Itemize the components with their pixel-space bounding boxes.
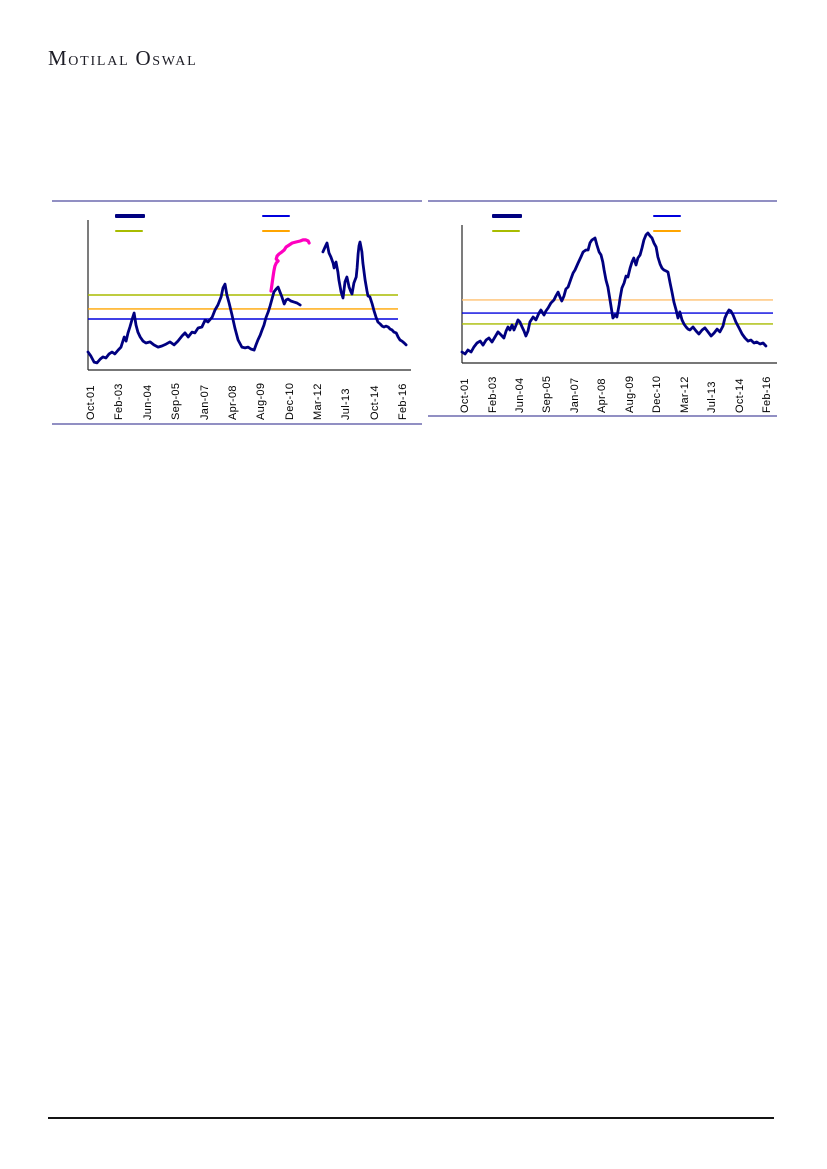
chart-plot-area xyxy=(460,225,777,364)
chart-plot-area xyxy=(86,220,411,371)
primary-line-path xyxy=(321,240,408,347)
x-tick-label: Mar-12 xyxy=(678,376,691,413)
chart-bottom-rule xyxy=(52,423,422,425)
chart-top-rule xyxy=(52,200,422,202)
x-tick-label: Sep-05 xyxy=(170,382,183,420)
legend-swatch-navy xyxy=(492,214,522,218)
legend-swatch-navy xyxy=(115,214,145,218)
brand-logo: MOTILAL OSWAL xyxy=(48,46,198,71)
logo-text-initial: O xyxy=(135,46,153,70)
footer-rule xyxy=(48,1117,774,1119)
primary-line-path xyxy=(86,282,302,365)
x-tick-label: Aug-09 xyxy=(623,375,636,413)
x-tick-label: Oct-01 xyxy=(459,378,471,413)
x-tick-label: Feb-03 xyxy=(486,376,499,413)
x-tick-label: Dec-10 xyxy=(651,375,664,413)
legend-swatch-olive xyxy=(115,230,143,232)
x-tick-label: Jan-07 xyxy=(198,384,211,420)
x-tick-label: Feb-16 xyxy=(397,383,409,420)
x-tick-label: Aug-09 xyxy=(255,382,268,420)
primary-line-path xyxy=(460,231,768,356)
highlight-overlay-path xyxy=(269,238,311,293)
x-tick-label: Jun-04 xyxy=(513,377,526,413)
legend-swatch-blue xyxy=(262,215,290,217)
x-tick-label: Feb-16 xyxy=(761,376,773,413)
right-chart: Oct-01 Feb-03 Jun-04 Sep-05 Jan-07 Apr-08 Aug-… xyxy=(428,200,777,417)
left-chart: Oct-01 Feb-03 Jun-04 Sep-05 Jan-07 Apr-08 Aug-… xyxy=(52,200,422,425)
x-tick-label: Jul-13 xyxy=(340,388,353,420)
logo-text: OTILAL xyxy=(68,54,130,69)
logo-text-initial: M xyxy=(48,46,69,70)
legend-swatch-blue xyxy=(653,215,681,217)
chart-bottom-rule xyxy=(428,415,777,417)
logo-text: SWAL xyxy=(152,54,198,69)
x-tick-label: Apr-08 xyxy=(596,378,609,413)
x-tick-label: Jan-07 xyxy=(568,377,581,413)
x-tick-label: Mar-12 xyxy=(311,383,324,420)
x-tick-label: Jun-04 xyxy=(141,384,154,420)
x-tick-label: Apr-08 xyxy=(226,385,239,420)
x-tick-label: Oct-14 xyxy=(733,378,746,413)
x-tick-label: Dec-10 xyxy=(283,382,296,420)
chart-top-rule xyxy=(428,200,777,202)
x-tick-label: Oct-14 xyxy=(368,385,381,420)
legend-swatch-orange xyxy=(653,230,681,232)
legend-swatch-olive xyxy=(492,230,520,232)
x-tick-label: Jul-13 xyxy=(706,381,719,413)
x-tick-label: Feb-03 xyxy=(113,383,126,420)
legend-swatch-orange xyxy=(262,230,290,232)
x-tick-label: Sep-05 xyxy=(541,375,554,413)
x-tick-label: Oct-01 xyxy=(85,385,97,420)
